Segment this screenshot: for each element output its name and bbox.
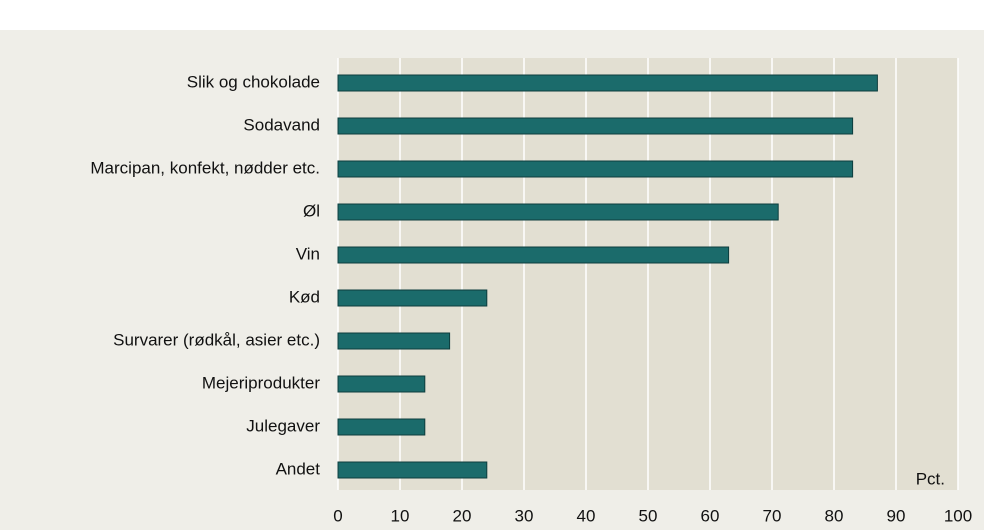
bar — [337, 332, 451, 350]
x-axis-label: Pct. — [916, 469, 945, 488]
x-tick-label: 30 — [515, 506, 534, 525]
y-tick-label: Sodavand — [243, 115, 320, 134]
y-tick-label: Mejeriprodukter — [202, 373, 320, 392]
y-tick-label: Øl — [303, 201, 320, 220]
x-tick-label: 40 — [577, 506, 596, 525]
x-tick-label: 80 — [825, 506, 844, 525]
y-tick-label: Kød — [289, 287, 320, 306]
y-tick-label: Survarer (rødkål, asier etc.) — [113, 330, 320, 349]
bar — [337, 418, 426, 436]
bar — [337, 375, 426, 393]
x-tick-label: 60 — [701, 506, 720, 525]
x-tick-label: 0 — [333, 506, 342, 525]
y-tick-label: Slik og chokolade — [187, 72, 320, 91]
y-tick-label: Marcipan, konfekt, nødder etc. — [90, 158, 320, 177]
bar — [337, 74, 878, 92]
bar — [337, 160, 854, 178]
bar — [337, 461, 488, 479]
bar — [337, 203, 779, 221]
x-tick-label: 90 — [887, 506, 906, 525]
x-tick-label: 20 — [453, 506, 472, 525]
x-tick-label: 10 — [391, 506, 410, 525]
bar — [337, 246, 730, 264]
y-tick-label: Andet — [276, 459, 321, 478]
bar — [337, 289, 488, 307]
x-tick-label: 70 — [763, 506, 782, 525]
y-tick-label: Vin — [296, 244, 320, 263]
bar — [337, 117, 854, 135]
x-tick-label: 50 — [639, 506, 658, 525]
y-tick-label: Julegaver — [246, 416, 320, 435]
x-tick-label: 100 — [944, 506, 972, 525]
